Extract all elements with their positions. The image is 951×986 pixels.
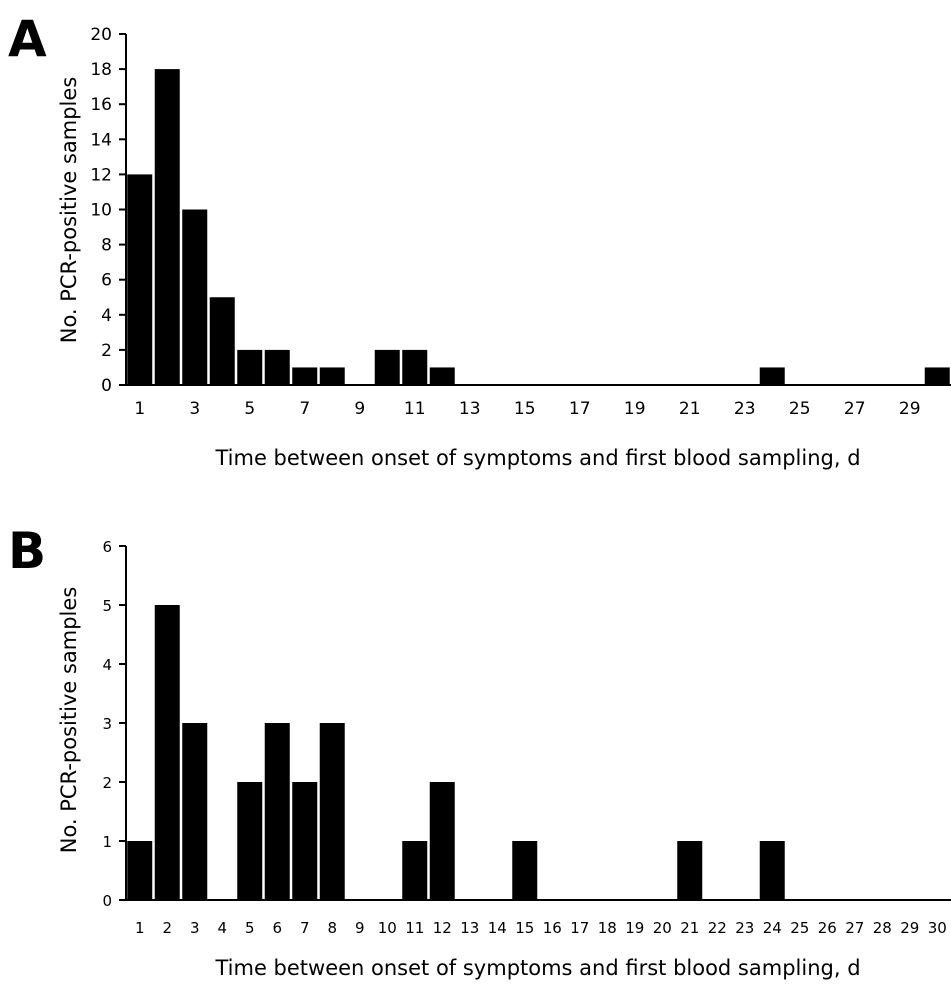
panel-b-y-axis-title: No. PCR-positive samples [57, 587, 81, 854]
panel-a-bar-day-5 [237, 349, 263, 385]
panel-b-x-tick-label: 7 [300, 919, 310, 937]
panel-b-x-tick-label: 4 [217, 919, 227, 937]
panel-b-x-tick-label: 18 [598, 919, 617, 937]
panel-a-x-tick-label: 29 [899, 399, 921, 419]
panel-b-bar-day-3 [182, 723, 208, 900]
panel-b-y-tick-label: 5 [102, 597, 112, 615]
panel-b-bar-day-5 [237, 782, 263, 900]
panel-a-label: A [8, 10, 47, 68]
panel-b-x-tick-label: 12 [433, 919, 452, 937]
panel-a-x-tick-label: 13 [459, 399, 481, 419]
panel-b-x-tick-label: 28 [873, 919, 892, 937]
panel-a-y-tick-label: 8 [101, 236, 112, 256]
panel-b-x-tick-label: 6 [272, 919, 282, 937]
panel-b-x-tick-label: 21 [680, 919, 699, 937]
panel-b-bar-day-2 [154, 605, 180, 900]
panel-a-bar-day-12 [429, 367, 455, 385]
panel-b-x-tick-label: 10 [378, 919, 397, 937]
panel-b-x-tick-label: 8 [327, 919, 337, 937]
panel-b-y-tick-label: 0 [102, 892, 112, 910]
panel-b-bar-day-8 [319, 723, 345, 900]
panel-a-y-tick-label: 16 [90, 95, 112, 115]
panel-b-x-tick-label: 14 [488, 919, 507, 937]
panel-b-x-tick-label: 3 [190, 919, 200, 937]
panel-a-x-tick-label: 1 [134, 399, 145, 419]
panel-a-y-tick-label: 10 [90, 201, 112, 221]
panel-a-x-axis-title: Time between onset of symptoms and first… [214, 446, 860, 470]
panel-b-x-tick-label: 24 [763, 919, 782, 937]
panel-a-bar-day-4 [209, 297, 235, 385]
panel-b-y-tick-label: 3 [102, 715, 112, 733]
panel-a-bar-day-7 [292, 367, 318, 385]
panel-b-bar-day-24 [759, 841, 785, 900]
panel-a-y-tick-label: 20 [90, 25, 112, 45]
panel-a-y-axis-title: No. PCR-positive samples [57, 77, 81, 344]
panel-a-y-tick-label: 14 [90, 130, 112, 150]
panel-b-x-axis-title: Time between onset of symptoms and first… [214, 956, 860, 980]
panel-a-y-tick-label: 18 [90, 60, 112, 80]
panel-a-bar-day-8 [319, 367, 345, 385]
panel-a-x-tick-label: 3 [189, 399, 200, 419]
panel-b-x-tick-label: 15 [515, 919, 534, 937]
panel-b-y-tick-label: 4 [102, 656, 112, 674]
panel-a-y-tick-label: 12 [90, 165, 112, 185]
panel-b-x-tick-label: 27 [845, 919, 864, 937]
panel-a-x-tick-label: 17 [569, 399, 591, 419]
panel-b-x-tick-label: 25 [790, 919, 809, 937]
panel-b-label: B [8, 522, 46, 580]
panel-b-bar-day-12 [429, 782, 455, 900]
panel-a-x-tick-label: 23 [734, 399, 756, 419]
panel-b-bar-day-11 [402, 841, 428, 900]
panel-a-x-tick-label: 15 [514, 399, 536, 419]
panel-a-bar-day-11 [402, 349, 428, 385]
panel-b-x-tick-label: 17 [570, 919, 589, 937]
panel-a-bar-day-3 [182, 209, 208, 385]
panel-a-x-tick-label: 21 [679, 399, 701, 419]
panel-b-bar-day-21 [677, 841, 703, 900]
panel-a-x-tick-label: 19 [624, 399, 646, 419]
panel-b-bar-day-15 [512, 841, 538, 900]
panel-b-x-tick-label: 2 [162, 919, 172, 937]
panel-b-x-tick-label: 29 [900, 919, 919, 937]
panel-b-x-tick-label: 26 [818, 919, 837, 937]
panel-a-bar-day-10 [374, 349, 400, 385]
panel-b: B No. PCR-positive samples Time between … [8, 522, 951, 980]
panel-a-x-tick-label: 5 [244, 399, 255, 419]
panel-a-x-tick-label: 27 [844, 399, 866, 419]
panel-b-bar-day-6 [264, 723, 290, 900]
panel-b-x-tick-label: 19 [625, 919, 644, 937]
panel-b-y-tick-label: 6 [102, 538, 112, 556]
panel-a-bar-day-24 [759, 367, 785, 385]
panel-b-x-tick-label: 9 [355, 919, 365, 937]
panel-a-x-tick-label: 7 [299, 399, 310, 419]
panel-a-y-tick-label: 2 [101, 341, 112, 361]
panel-b-bar-day-1 [127, 841, 153, 900]
panel-b-x-tick-label: 30 [928, 919, 947, 937]
panel-a-bar-day-1 [127, 174, 153, 385]
panel-b-bar-day-7 [292, 782, 318, 900]
panel-b-x-tick-label: 23 [735, 919, 754, 937]
panel-b-x-tick-label: 13 [460, 919, 479, 937]
panel-a-y-tick-label: 4 [101, 306, 112, 326]
panel-a-bar-day-2 [154, 69, 180, 385]
panel-a-bar-day-30 [924, 367, 950, 385]
panel-a-bar-day-6 [264, 349, 290, 385]
panel-b-x-tick-label: 11 [405, 919, 424, 937]
panel-b-x-tick-label: 16 [543, 919, 562, 937]
panel-b-x-tick-label: 5 [245, 919, 255, 937]
panel-b-x-tick-label: 1 [135, 919, 145, 937]
panel-a-y-tick-label: 0 [101, 376, 112, 396]
panel-b-y-tick-label: 1 [102, 833, 112, 851]
panel-b-x-tick-label: 22 [708, 919, 727, 937]
panel-b-x-tick-label: 20 [653, 919, 672, 937]
panel-a-y-tick-label: 6 [101, 271, 112, 291]
panel-a: A No. PCR-positive samples Time between … [8, 10, 951, 470]
panel-a-x-tick-label: 11 [404, 399, 426, 419]
panel-a-x-tick-label: 9 [354, 399, 365, 419]
panel-b-y-tick-label: 2 [102, 774, 112, 792]
panel-a-x-tick-label: 25 [789, 399, 811, 419]
